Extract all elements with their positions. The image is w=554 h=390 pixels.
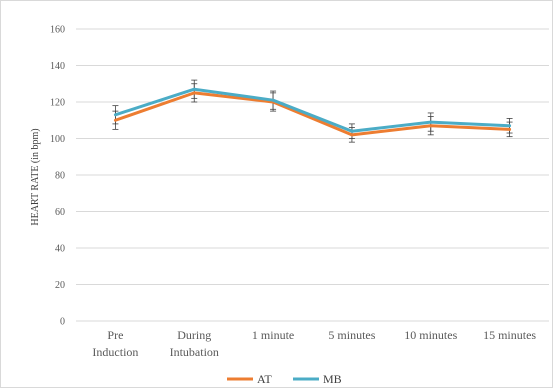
x-tick-label: 15 minutes xyxy=(483,328,536,342)
y-tick-label: 80 xyxy=(55,171,65,182)
x-tick-label-line: Pre xyxy=(107,328,123,342)
series-line-mb xyxy=(113,87,512,133)
y-axis-ticks: 0 20 40 60 80 100 120 140 160 xyxy=(50,25,65,328)
x-tick-label: 10 minutes xyxy=(404,328,457,342)
legend: AT MB xyxy=(227,372,342,386)
x-axis-ticks: Pre Induction During Intubation 1 minute 5 mi… xyxy=(92,328,536,359)
x-tick-label: 1 minute xyxy=(252,328,294,342)
y-tick-label: 100 xyxy=(50,134,65,145)
x-tick-label-line: Induction xyxy=(92,345,138,359)
y-tick-label: 160 xyxy=(50,25,65,36)
series-line-at xyxy=(113,91,512,137)
y-tick-label: 140 xyxy=(50,61,65,72)
legend-item-at: AT xyxy=(227,372,272,386)
y-axis-label: HEART RATE (in bpm) xyxy=(30,128,41,225)
gridlines xyxy=(76,28,549,322)
y-tick-label: 120 xyxy=(50,98,65,109)
legend-label: AT xyxy=(257,372,272,386)
error-bars xyxy=(112,79,513,143)
x-tick-label-line: Intubation xyxy=(170,345,219,359)
legend-item-mb: MB xyxy=(293,372,342,386)
x-tick-label: During Intubation xyxy=(170,328,219,359)
x-tick-label: Pre Induction xyxy=(92,328,138,359)
x-tick-label-line: During xyxy=(177,328,211,342)
y-tick-label: 20 xyxy=(55,280,65,291)
legend-label: MB xyxy=(323,372,342,386)
x-tick-label-line: 5 minutes xyxy=(328,328,375,342)
y-tick-label: 0 xyxy=(60,317,65,328)
x-tick-label-line: 15 minutes xyxy=(483,328,536,342)
x-tick-label-line: 10 minutes xyxy=(404,328,457,342)
x-tick-label-line: 1 minute xyxy=(252,328,294,342)
y-tick-label: 40 xyxy=(55,244,65,255)
x-tick-label: 5 minutes xyxy=(328,328,375,342)
series-lines xyxy=(113,87,512,137)
y-tick-label: 60 xyxy=(55,207,65,218)
